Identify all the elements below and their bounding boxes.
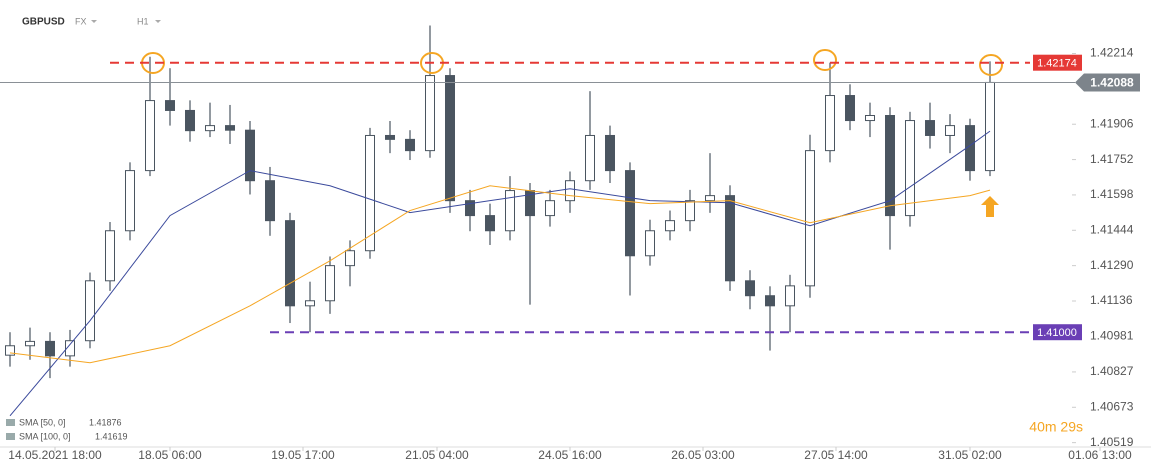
legend-value: 1.41619 bbox=[95, 431, 128, 441]
legend-icon bbox=[6, 433, 15, 440]
candle-body bbox=[205, 125, 215, 132]
candle-body bbox=[485, 215, 495, 232]
current-price-box bbox=[1075, 73, 1140, 92]
x-tick-label: 26.05 03:00 bbox=[671, 448, 735, 462]
level-label: 1.42174 bbox=[1037, 58, 1077, 70]
candle-body bbox=[5, 345, 15, 356]
candle-body bbox=[745, 280, 755, 297]
candle-body bbox=[365, 134, 375, 252]
dropdown-icon[interactable] bbox=[155, 20, 161, 23]
candle-body bbox=[765, 295, 775, 307]
y-tick-label: 1.41752 bbox=[1090, 152, 1134, 166]
level-label: 1.41000 bbox=[1037, 327, 1077, 339]
timeframe[interactable]: H1 bbox=[137, 16, 149, 26]
candle-body bbox=[405, 138, 415, 152]
candle-body bbox=[325, 265, 335, 302]
candle-body bbox=[165, 100, 175, 111]
dropdown-icon[interactable] bbox=[91, 20, 97, 23]
candle-body bbox=[45, 340, 55, 357]
candle-body bbox=[945, 125, 955, 136]
y-tick-label: 1.40981 bbox=[1090, 329, 1134, 343]
countdown: 40m 29s bbox=[1029, 419, 1083, 435]
level-label-box bbox=[1033, 54, 1082, 71]
candle-body bbox=[345, 250, 355, 267]
sma-line bbox=[9, 130, 991, 417]
candle-body bbox=[25, 340, 35, 347]
candle-body bbox=[125, 170, 135, 232]
candle-body bbox=[105, 230, 115, 282]
candle-body bbox=[865, 115, 875, 122]
plot-area bbox=[5, 25, 995, 417]
y-tick-label: 1.40827 bbox=[1090, 364, 1134, 378]
y-tick-label: 1.41598 bbox=[1090, 187, 1134, 201]
y-tick-label: 1.41444 bbox=[1090, 222, 1134, 236]
y-tick-label: 1.41290 bbox=[1090, 258, 1134, 272]
x-tick-label: 19.05 17:00 bbox=[271, 448, 335, 462]
highlight-circle bbox=[979, 54, 1003, 76]
x-tick-label: 27.05 14:00 bbox=[804, 448, 868, 462]
legend-icon bbox=[6, 419, 15, 426]
candle-body bbox=[285, 220, 295, 307]
candle-body bbox=[785, 285, 795, 307]
candle-body bbox=[925, 120, 935, 136]
candle-body bbox=[85, 280, 95, 342]
candle-body bbox=[985, 81, 995, 172]
up-arrow bbox=[981, 196, 999, 217]
y-tick-label: 1.40519 bbox=[1090, 435, 1134, 449]
candle-body bbox=[665, 220, 675, 232]
candle-body bbox=[545, 200, 555, 217]
candle-body bbox=[585, 134, 595, 182]
candle-body bbox=[425, 75, 435, 152]
candle-body bbox=[845, 95, 855, 122]
candle-body bbox=[825, 95, 835, 152]
candle-body bbox=[145, 100, 155, 172]
candle-body bbox=[705, 195, 715, 202]
candle-body bbox=[245, 129, 255, 182]
x-tick-label: 24.05 16:00 bbox=[538, 448, 602, 462]
x-tick-label: 14.05.2021 18:00 bbox=[8, 448, 102, 462]
level-label-box bbox=[1033, 324, 1082, 341]
candle-body bbox=[445, 75, 455, 202]
candle-body bbox=[565, 180, 575, 202]
candle-body bbox=[505, 190, 515, 232]
candle-body bbox=[465, 200, 475, 217]
candle-body bbox=[885, 115, 895, 217]
annotations bbox=[141, 49, 1003, 76]
y-tick-label: 1.40673 bbox=[1090, 399, 1134, 413]
y-tick-label: 1.41906 bbox=[1090, 116, 1134, 130]
candle-body bbox=[905, 120, 915, 217]
x-tick-label: 31.05 02:00 bbox=[938, 448, 1002, 462]
candle-body bbox=[625, 170, 635, 257]
y-tick-label: 1.41136 bbox=[1090, 293, 1133, 307]
highlight-circle bbox=[813, 49, 837, 71]
sma-line bbox=[9, 185, 991, 364]
candle-body bbox=[725, 195, 735, 282]
legend-value: 1.41876 bbox=[89, 417, 122, 427]
candle-body bbox=[65, 340, 75, 357]
candle-body bbox=[185, 109, 195, 132]
candle-body bbox=[645, 230, 655, 257]
candle-body bbox=[265, 180, 275, 222]
legend-name: SMA [50, 0] bbox=[19, 417, 66, 427]
candle-body bbox=[385, 134, 395, 140]
candle-body bbox=[805, 150, 815, 287]
symbol[interactable]: GBPUSD bbox=[22, 17, 65, 28]
candle-body bbox=[225, 125, 235, 131]
y-tick-label: 1.42214 bbox=[1090, 46, 1134, 60]
market[interactable]: FX bbox=[75, 16, 87, 26]
legend-name: SMA [100, 0] bbox=[19, 431, 71, 441]
x-tick-label: 21.05 04:00 bbox=[405, 448, 469, 462]
current-price-label: 1.42088 bbox=[1090, 76, 1134, 90]
candle-body bbox=[605, 134, 615, 172]
candle-body bbox=[685, 200, 695, 222]
candle-body bbox=[305, 300, 315, 307]
x-tick-label: 18.05 06:00 bbox=[138, 448, 202, 462]
x-tick-label: 01.06 13:00 bbox=[1068, 448, 1132, 462]
